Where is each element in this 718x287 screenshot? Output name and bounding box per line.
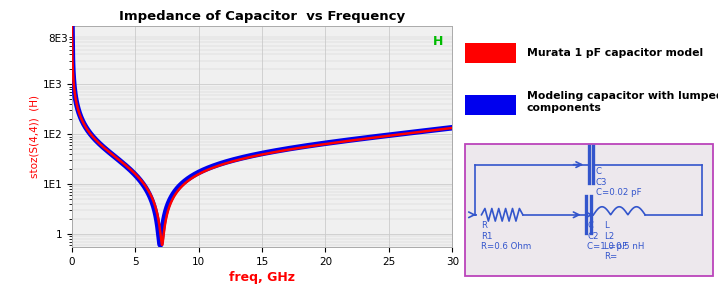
Text: Murata 1 pF capacitor model: Murata 1 pF capacitor model <box>527 48 703 58</box>
Text: 8E3: 8E3 <box>48 34 68 44</box>
Text: Modeling capacitor with lumped
components: Modeling capacitor with lumped component… <box>527 91 718 113</box>
Text: C
C3
C=0.02 pF: C C3 C=0.02 pF <box>596 168 642 197</box>
Bar <box>465 43 516 63</box>
Y-axis label: stoz(S(4,4))  (H): stoz(S(4,4)) (H) <box>29 95 39 178</box>
X-axis label: freq, GHz: freq, GHz <box>229 271 295 284</box>
FancyBboxPatch shape <box>465 144 713 276</box>
Bar <box>465 95 516 115</box>
Text: R
R1
R=0.6 Ohm: R R1 R=0.6 Ohm <box>482 221 532 251</box>
Text: C
C2
C=1.0 pF: C C2 C=1.0 pF <box>587 221 628 251</box>
Text: L
L2
L=0.5 nH
R=: L L2 L=0.5 nH R= <box>604 221 644 261</box>
Title: Impedance of Capacitor  vs Frequency: Impedance of Capacitor vs Frequency <box>119 10 405 23</box>
Text: H: H <box>432 35 443 48</box>
